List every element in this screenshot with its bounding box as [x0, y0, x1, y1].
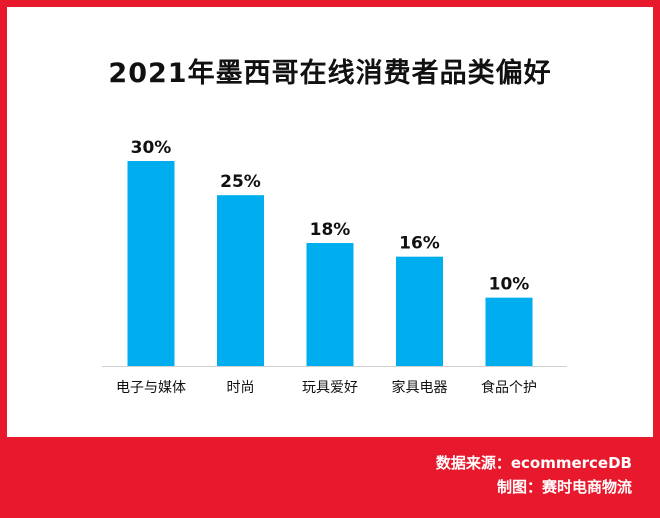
category-label-2: 玩具爱好	[302, 380, 358, 396]
source-text: 数据来源：ecommerceDB	[435, 454, 632, 472]
chart-panel: 2021年墨西哥在线消费者品类偏好 30% 电子与媒体 25% 时尚 18% 玩具爱好 16…	[7, 7, 653, 437]
data-label-3: 16%	[399, 234, 440, 254]
category-label-3: 家具电器	[392, 379, 448, 396]
data-label-2: 18%	[310, 220, 351, 240]
data-label-4: 10%	[489, 275, 530, 295]
data-label-0: 30%	[131, 138, 172, 158]
category-label-4: 食品个护	[481, 379, 537, 396]
category-label-1: 时尚	[227, 380, 255, 396]
category-label-0: 电子与媒体	[116, 380, 186, 396]
chart-title: 2021年墨西哥在线消费者品类偏好	[108, 58, 552, 89]
bar-4	[485, 297, 533, 366]
bar-0	[127, 161, 175, 366]
bar-3	[396, 256, 443, 366]
bar-2	[306, 243, 354, 366]
bar-1	[217, 195, 264, 366]
credit-text: 制图：赛时电商物流	[496, 478, 632, 496]
data-label-1: 25%	[220, 172, 261, 192]
bar-chart: 30% 电子与媒体 25% 时尚 18% 玩具爱好 16% 家具电器 10% 食品个护	[102, 138, 567, 396]
